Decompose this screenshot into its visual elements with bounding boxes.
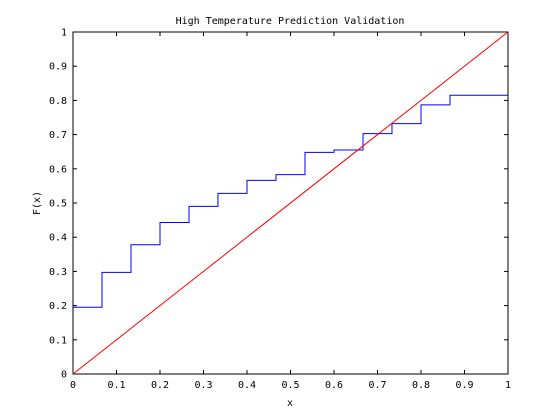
x-tick-label: 0.6 (325, 380, 343, 391)
reference-diagonal-line (72, 31, 509, 375)
x-tick-label: 0.9 (455, 380, 473, 391)
x-tick-label: 0.5 (281, 380, 299, 391)
x-tick-label: 1 (505, 380, 511, 391)
x-axis-label: x (287, 398, 293, 409)
x-tick-label: 0.4 (238, 380, 256, 391)
x-tick-label: 0 (70, 380, 76, 391)
y-tick-label: 0.3 (49, 267, 67, 278)
y-axis-label: F(x) (32, 191, 43, 215)
x-tick-label: 0.7 (368, 380, 386, 391)
chart-title: High Temperature Prediction Validation (176, 16, 405, 27)
series-layer (72, 31, 509, 375)
y-tick-label: 0.4 (49, 233, 67, 244)
x-axis-ticks: 0 0.1 0.2 0.3 0.4 0.5 0.6 0.7 0.8 0.9 1 (70, 32, 511, 391)
y-tick-label: 0.1 (49, 335, 67, 346)
y-tick-label: 0.5 (49, 199, 67, 210)
y-tick-label: 0.9 (49, 62, 67, 73)
x-tick-label: 0.1 (107, 380, 125, 391)
y-tick-label: 0.7 (49, 130, 67, 141)
x-tick-label: 0.2 (151, 380, 169, 391)
y-tick-label: 0.8 (49, 96, 67, 107)
y-tick-label: 0.2 (49, 301, 67, 312)
y-tick-label: 1 (61, 28, 67, 39)
y-tick-label: 0.6 (49, 164, 67, 175)
x-tick-label: 0.8 (412, 380, 430, 391)
x-tick-label: 0.3 (194, 380, 212, 391)
y-tick-label: 0 (61, 370, 67, 381)
y-axis-ticks: 0 0.1 0.2 0.3 0.4 0.5 0.6 0.7 0.8 0.9 1 (49, 28, 508, 381)
empirical-cdf-step-line (73, 94, 508, 308)
